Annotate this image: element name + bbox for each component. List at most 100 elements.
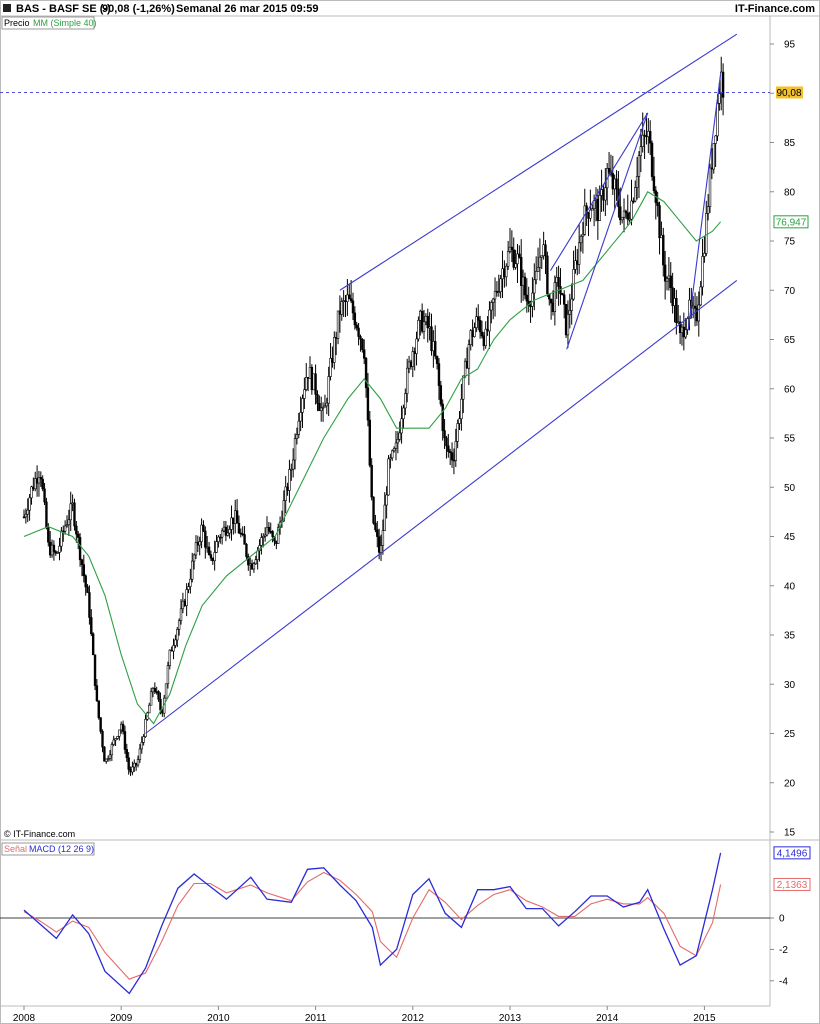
candle-body [196, 542, 200, 546]
candle-body [303, 389, 306, 399]
candle-body [217, 536, 220, 542]
price-y-tick-label: 20 [784, 778, 796, 789]
candle-body [493, 290, 497, 300]
candle-body [581, 233, 585, 237]
candle-body [491, 298, 495, 303]
candle-body [516, 253, 519, 265]
candle-body [271, 531, 274, 538]
candle-body [84, 575, 87, 588]
candle-body [536, 266, 540, 272]
candle-body [275, 540, 278, 544]
candle-body [718, 93, 721, 104]
candle-body [211, 557, 214, 562]
candle-body [306, 377, 310, 379]
candle-body [153, 688, 157, 692]
trendline-fan-line[interactable] [687, 73, 722, 330]
candle-body [432, 341, 435, 352]
trendline-rising-wedge-lower[interactable] [566, 112, 649, 350]
candle-body [262, 535, 265, 538]
candle-body [176, 629, 179, 641]
candle-body [110, 744, 114, 756]
candle-body [263, 534, 267, 537]
candle-body [574, 260, 577, 270]
trendline-lower-channel[interactable] [145, 279, 738, 734]
candle-body [344, 300, 347, 302]
candle-body [35, 478, 39, 484]
candle-body [189, 578, 192, 587]
candle-body [635, 176, 639, 188]
candle-body [91, 633, 95, 656]
candle-body [405, 367, 409, 394]
candle-body [149, 691, 153, 706]
candle-body [602, 189, 605, 201]
candle-body [288, 469, 291, 491]
candle-body [362, 349, 366, 359]
candle-body [320, 407, 323, 411]
candle-body [241, 533, 244, 536]
candle-body [497, 291, 500, 293]
candle-body [323, 405, 327, 408]
candle-body [467, 344, 471, 369]
candle-body [473, 327, 476, 337]
price-y-tick-label: 40 [784, 581, 796, 592]
candle-body [116, 736, 119, 739]
candle-body [364, 357, 368, 389]
candle-body [222, 526, 226, 532]
copyright-text: © IT-Finance.com [4, 829, 75, 839]
candle-body [329, 357, 332, 377]
candle-body [366, 387, 370, 421]
candle-body [394, 442, 398, 449]
candle-body [174, 639, 177, 646]
candle-body [699, 286, 702, 306]
candle-body [663, 264, 667, 282]
candle-body [404, 393, 407, 409]
candle-body [396, 438, 400, 444]
candle-body [488, 309, 491, 332]
candle-body [204, 530, 207, 548]
trendline-upper-channel[interactable] [339, 33, 738, 291]
candle-body [411, 351, 414, 367]
candle-body [237, 522, 241, 534]
candle-body [267, 526, 271, 532]
candle-body [478, 320, 482, 333]
ma-line [23, 191, 722, 725]
candle-body [383, 504, 386, 531]
candle-body [561, 293, 564, 296]
candle-body [129, 769, 132, 773]
candle-body [480, 331, 484, 337]
candle-body [486, 328, 489, 332]
candle-body [86, 586, 89, 593]
macd-legend-box [1, 842, 95, 856]
brand-label: IT-Finance.com [735, 3, 815, 15]
candle-body [151, 688, 155, 693]
candle-body [549, 298, 553, 304]
price-y-tick-label: 75 [784, 237, 796, 248]
candle-body [234, 510, 237, 524]
candle-body [299, 412, 302, 422]
candle-body [125, 749, 129, 759]
trendline-rising-wedge-upper[interactable] [550, 112, 649, 271]
candle-body [286, 486, 289, 491]
candle-body [379, 545, 383, 553]
candle-body [598, 195, 601, 221]
candle-body [428, 326, 431, 329]
ticker-title: BAS - BASF SE (-) [16, 3, 111, 15]
candle-body [314, 373, 317, 395]
candle-body [475, 316, 478, 328]
menu-icon[interactable] [3, 4, 11, 12]
candle-body [566, 314, 570, 336]
candle-body [73, 502, 76, 527]
macd-value-badge [773, 846, 811, 860]
signal-value-badge [773, 877, 811, 891]
candle-body [381, 530, 385, 546]
price-y-tick-label: 25 [784, 729, 796, 740]
candle-body [224, 526, 228, 536]
candle-body [389, 457, 392, 460]
candle-body [56, 552, 59, 554]
trendlines [145, 33, 738, 734]
candle-body [705, 213, 708, 254]
candle-body [37, 477, 41, 484]
candle-body [121, 723, 125, 732]
candle-body [45, 501, 48, 528]
